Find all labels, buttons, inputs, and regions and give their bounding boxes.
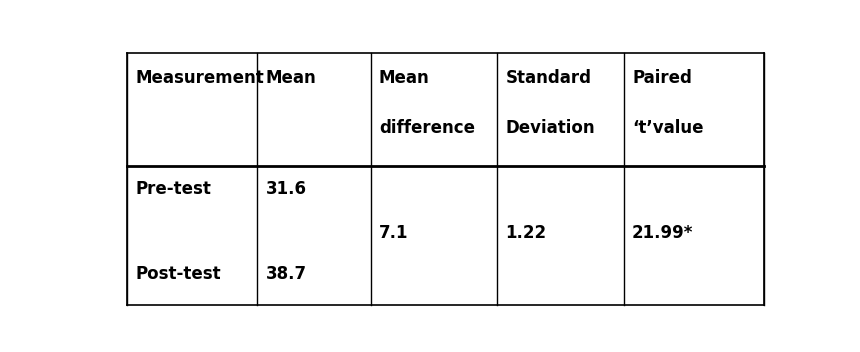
Text: 21.99*: 21.99* <box>632 224 693 241</box>
Text: 31.6: 31.6 <box>266 180 306 198</box>
Text: Standard

Deviation: Standard Deviation <box>506 69 595 137</box>
Text: Measurement: Measurement <box>136 69 264 87</box>
Text: Pre-test: Pre-test <box>136 180 212 198</box>
Text: 38.7: 38.7 <box>266 265 306 283</box>
Text: 1.22: 1.22 <box>506 224 546 241</box>
Text: Mean: Mean <box>266 69 316 87</box>
Text: 7.1: 7.1 <box>378 224 408 241</box>
Text: Paired

‘t’value: Paired ‘t’value <box>632 69 703 137</box>
Text: Post-test: Post-test <box>136 265 221 283</box>
Text: Mean

difference: Mean difference <box>378 69 475 137</box>
